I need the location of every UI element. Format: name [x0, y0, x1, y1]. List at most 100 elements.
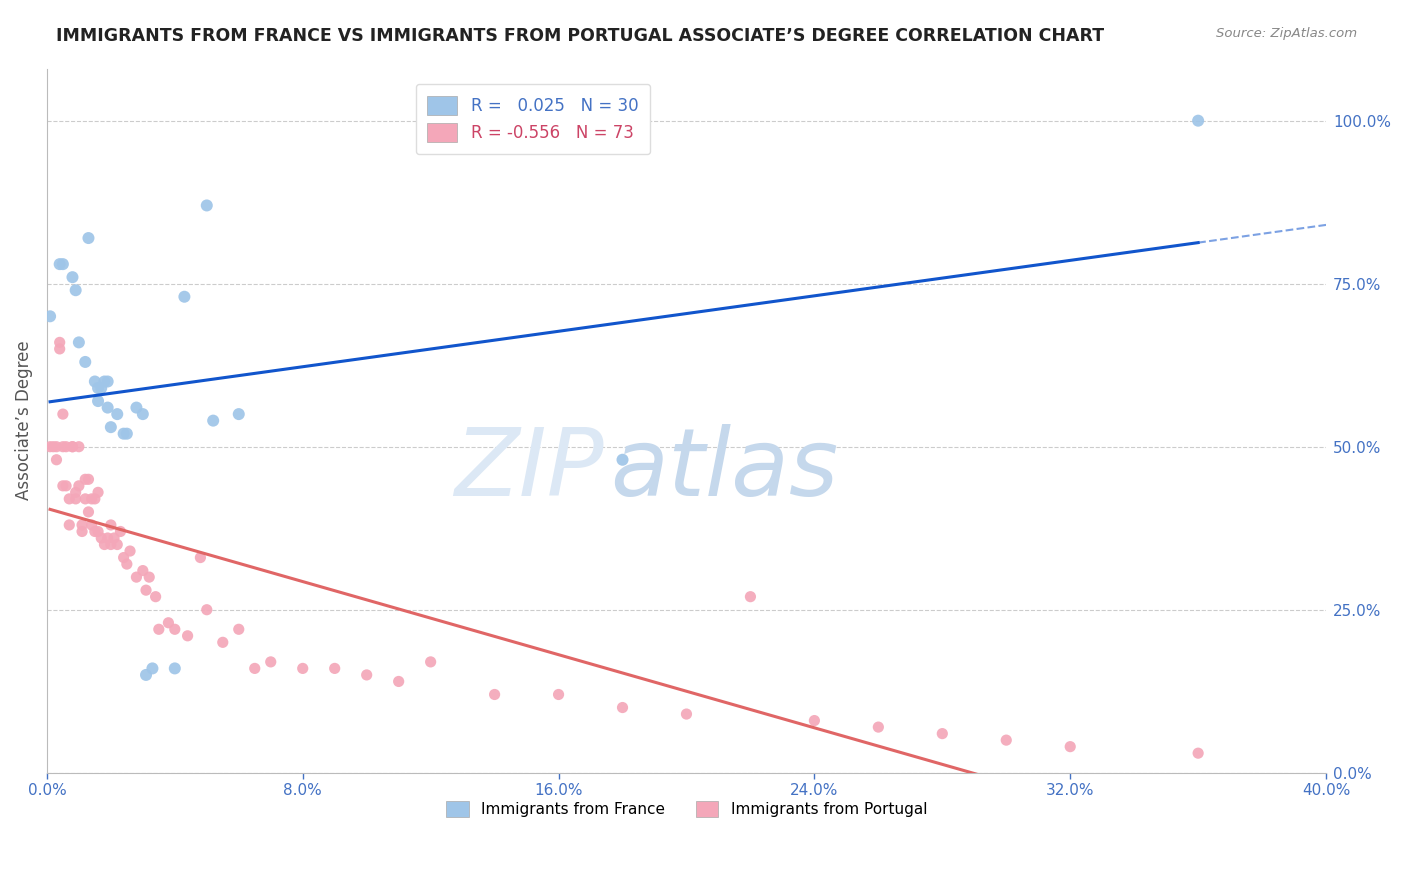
Point [87, 394, 110, 409]
Point [135, 583, 157, 598]
Point [243, 661, 266, 675]
Point [202, 414, 225, 428]
Point [125, 401, 148, 415]
Point [148, 622, 170, 636]
Point [77, 472, 100, 486]
Point [52, 440, 75, 454]
Point [141, 661, 163, 675]
Point [105, 537, 128, 551]
Point [612, 452, 634, 467]
Point [77, 231, 100, 245]
Point [75, 355, 97, 369]
Point [65, 283, 87, 297]
Point [105, 407, 128, 421]
Point [100, 420, 122, 434]
Point [100, 537, 122, 551]
Point [612, 700, 634, 714]
Point [1187, 746, 1209, 760]
Point [52, 479, 75, 493]
Point [260, 655, 283, 669]
Point [70, 518, 93, 533]
Point [58, 491, 80, 506]
Point [291, 661, 314, 675]
Point [87, 381, 110, 395]
Point [97, 375, 120, 389]
Point [55, 440, 77, 454]
Point [931, 726, 953, 740]
Point [228, 407, 250, 421]
Point [48, 342, 70, 356]
Point [58, 518, 80, 533]
Point [176, 629, 198, 643]
Point [145, 590, 167, 604]
Point [132, 564, 155, 578]
Point [135, 668, 157, 682]
Point [45, 452, 67, 467]
Point [62, 270, 84, 285]
Point [112, 550, 135, 565]
Point [115, 557, 138, 571]
Point [70, 524, 93, 539]
Point [93, 375, 115, 389]
Point [323, 661, 346, 675]
Point [93, 537, 115, 551]
Point [110, 524, 132, 539]
Legend: Immigrants from France, Immigrants from Portugal: Immigrants from France, Immigrants from … [439, 793, 935, 825]
Point [67, 479, 90, 493]
Point [80, 491, 103, 506]
Point [83, 491, 105, 506]
Point [419, 655, 441, 669]
Point [195, 603, 218, 617]
Point [100, 518, 122, 533]
Point [163, 661, 186, 675]
Point [211, 635, 233, 649]
Point [97, 401, 120, 415]
Point [75, 491, 97, 506]
Point [45, 440, 67, 454]
Point [195, 198, 218, 212]
Point [39, 310, 62, 324]
Point [62, 440, 84, 454]
Point [138, 570, 160, 584]
Point [83, 375, 105, 389]
Point [1059, 739, 1081, 754]
Point [163, 622, 186, 636]
Point [995, 733, 1018, 747]
Point [55, 479, 77, 493]
Point [103, 531, 125, 545]
Y-axis label: Associate’s Degree: Associate’s Degree [15, 341, 32, 500]
Point [228, 622, 250, 636]
Point [42, 440, 65, 454]
Point [65, 485, 87, 500]
Point [90, 531, 112, 545]
Point [675, 707, 697, 722]
Point [62, 440, 84, 454]
Point [740, 590, 762, 604]
Point [157, 615, 180, 630]
Text: ZIP: ZIP [454, 425, 603, 516]
Point [547, 688, 569, 702]
Point [125, 570, 148, 584]
Point [868, 720, 890, 734]
Point [484, 688, 506, 702]
Point [52, 257, 75, 271]
Point [97, 531, 120, 545]
Point [118, 544, 141, 558]
Point [87, 524, 110, 539]
Point [65, 491, 87, 506]
Point [39, 440, 62, 454]
Point [132, 407, 155, 421]
Point [80, 518, 103, 533]
Point [77, 505, 100, 519]
Point [67, 440, 90, 454]
Point [803, 714, 825, 728]
Point [87, 485, 110, 500]
Point [48, 257, 70, 271]
Text: Source: ZipAtlas.com: Source: ZipAtlas.com [1216, 27, 1357, 40]
Point [115, 426, 138, 441]
Point [67, 335, 90, 350]
Point [83, 524, 105, 539]
Point [112, 426, 135, 441]
Point [173, 290, 195, 304]
Point [48, 335, 70, 350]
